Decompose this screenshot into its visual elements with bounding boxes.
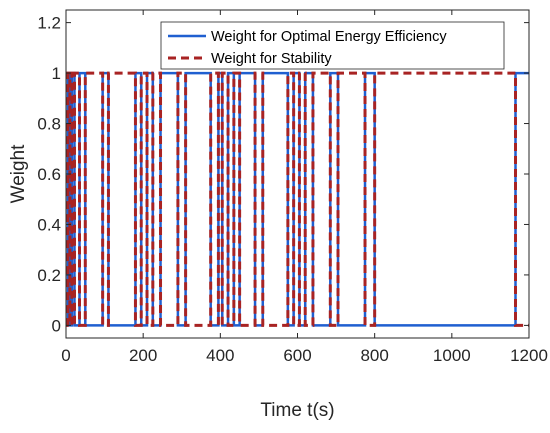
legend-box — [160, 21, 505, 70]
y-axis-label: Weight — [8, 144, 29, 204]
y-tick-label: 1 — [52, 64, 61, 83]
tick-layer: 0 200 400 600 800 1000 1200 0 0.2 0.4 0.6 0.8 1 1.2 — [37, 10, 548, 365]
x-tick-label: 1200 — [510, 346, 548, 365]
y-tick-label: 0.2 — [37, 266, 61, 285]
x-tick-label: 200 — [129, 346, 157, 365]
x-axis-label: Time t(s) — [260, 400, 334, 421]
x-tick-label: 0 — [61, 346, 70, 365]
x-tick-label: 400 — [206, 346, 234, 365]
x-tick-label: 800 — [360, 346, 388, 365]
series-layer — [66, 71, 529, 327]
y-tick-label: 0.8 — [37, 115, 61, 134]
legend-label-stability: Weight for Stability — [211, 51, 332, 67]
y-tick-label: 0.4 — [37, 215, 61, 234]
legend: Weight for Optimal Energy Efficiency Wei… — [160, 21, 505, 70]
y-tick-label: 0 — [52, 316, 61, 335]
legend-label-energy-efficiency: Weight for Optimal Energy Efficiency — [211, 29, 447, 45]
x-tick-label: 600 — [283, 346, 311, 365]
y-tick-label: 0.6 — [37, 165, 61, 184]
stability-series-line — [66, 71, 529, 327]
x-tick-label: 1000 — [433, 346, 471, 365]
y-tick-label: 1.2 — [37, 14, 61, 33]
